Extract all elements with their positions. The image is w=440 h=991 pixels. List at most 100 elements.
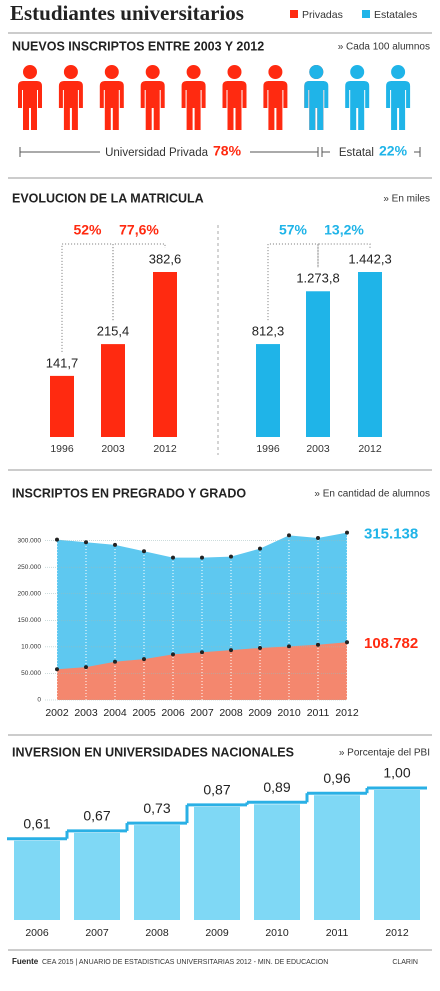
icon [386, 65, 411, 130]
value-label: 0,96 [323, 770, 350, 786]
value-label: 0,89 [263, 779, 290, 795]
section-title: NUEVOS INSCRIPTOS ENTRE 2003 Y 2012 [12, 39, 264, 53]
area [57, 642, 347, 700]
icon [140, 65, 165, 130]
x-tick-label: 2004 [103, 707, 127, 719]
value-label: 0,67 [83, 808, 110, 824]
value-label: 0,73 [143, 800, 170, 816]
bar [358, 272, 382, 437]
x-tick-label: 2005 [132, 707, 156, 719]
x-tick-label: 2012 [335, 707, 359, 719]
section-title: INVERSION EN UNIVERSIDADES NACIONALES [12, 745, 294, 759]
state-icons [304, 65, 411, 130]
y-tick-label: 250.000 [18, 564, 42, 571]
value-label: 141,7 [46, 355, 79, 370]
end-label: 315.138 [364, 526, 418, 543]
source: CEA 2015 | ANUARIO DE ESTADISTICAS UNIVE… [42, 959, 328, 966]
growth-label: 13,2% [324, 222, 364, 238]
point [55, 667, 59, 672]
legend-label: Estatales [374, 9, 417, 21]
value-label: 382,6 [149, 251, 182, 266]
bar [254, 804, 300, 920]
point [229, 648, 233, 653]
x-tick-label: 2011 [326, 927, 349, 939]
icon [263, 65, 288, 130]
x-tick-label: 1996 [50, 443, 74, 455]
x-tick-label: 2003 [74, 707, 98, 719]
value-label: 215,4 [97, 324, 130, 339]
section-subtitle: » Cada 100 alumnos [338, 42, 430, 53]
x-tick-label: 2012 [358, 443, 382, 455]
bar [153, 272, 177, 437]
point [345, 640, 349, 645]
x-tick-label: 2007 [190, 707, 214, 719]
point [142, 549, 146, 554]
value-label: 1,00 [383, 765, 410, 781]
point [171, 652, 175, 657]
bar [14, 840, 60, 920]
bar [134, 825, 180, 920]
bar [74, 832, 120, 920]
growth-label: 77,6% [119, 222, 159, 238]
x-tick-label: 2008 [219, 707, 243, 719]
bar [50, 375, 74, 437]
bar [314, 795, 360, 920]
y-tick-label: 10.000 [21, 644, 41, 651]
legend-swatch [362, 10, 370, 18]
value-label: 0,87 [203, 782, 230, 798]
category-label: Estatal [339, 147, 374, 159]
section-title: INSCRIPTOS EN PREGRADO Y GRADO [12, 486, 246, 500]
section-subtitle: » En cantidad de alumnos [314, 489, 430, 500]
x-tick-label: 2003 [306, 443, 330, 455]
legend-label: Privadas [302, 9, 343, 21]
bar [194, 806, 240, 920]
point [113, 659, 117, 664]
title: Estudiantes universitarios [10, 1, 244, 25]
value-label: 0,61 [23, 815, 50, 831]
y-tick-label: 0 [37, 697, 41, 704]
x-tick-label: 2010 [265, 927, 289, 939]
x-tick-label: 2012 [153, 443, 177, 455]
point [316, 535, 320, 540]
y-tick-label: 50.000 [21, 670, 41, 677]
point [200, 650, 204, 655]
x-tick-label: 2003 [101, 443, 125, 455]
value-label: 1.273,8 [296, 271, 339, 286]
x-tick-label: 1996 [256, 443, 280, 455]
icon [345, 65, 370, 130]
section-title: EVOLUCION DE LA MATRICULA [12, 191, 204, 205]
value-label: 22% [379, 143, 408, 159]
y-tick-label: 150.000 [18, 617, 42, 624]
bar [101, 344, 125, 437]
icon [304, 65, 329, 130]
point [229, 554, 233, 559]
point [258, 645, 262, 650]
x-tick-label: 2002 [45, 707, 69, 719]
point [113, 542, 117, 547]
y-tick-label: 200.000 [18, 590, 42, 597]
section-subtitle: » En miles [383, 194, 430, 205]
value-label: 1.442,3 [348, 251, 391, 266]
icon [99, 65, 124, 130]
private-icons [18, 65, 325, 130]
x-tick-label: 2012 [385, 927, 409, 939]
point [287, 644, 291, 649]
point [171, 555, 175, 560]
icon [181, 65, 206, 130]
x-tick-label: 2011 [307, 707, 330, 719]
legend-swatch [290, 10, 298, 18]
growth-bracket [112, 243, 166, 321]
point [258, 546, 262, 551]
point [200, 555, 204, 560]
end-label: 108.782 [364, 635, 418, 652]
point [287, 533, 291, 538]
point [55, 537, 59, 542]
x-tick-label: 2009 [248, 707, 272, 719]
x-tick-label: 2006 [25, 927, 49, 939]
point [316, 642, 320, 647]
growth-label: 57% [279, 222, 308, 238]
category-label: Universidad Privada [105, 147, 209, 159]
value-label: 812,3 [252, 324, 285, 339]
section-subtitle: » Porcentaje del PBI [339, 748, 430, 759]
